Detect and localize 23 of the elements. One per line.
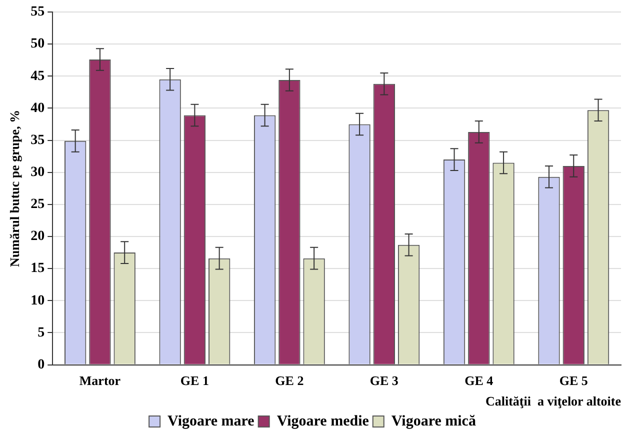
legend-label: Vigoare medie bbox=[276, 413, 370, 430]
y-tick-label: 35 bbox=[30, 132, 45, 148]
y-axis-title: Numărul butuc pe grupe, % bbox=[7, 110, 22, 267]
x-tick-label: GE 2 bbox=[275, 372, 304, 388]
x-tick-label: GE 5 bbox=[559, 372, 588, 388]
x-tick-label: GE 4 bbox=[464, 372, 494, 388]
x-axis-title: Calităţii a viţelor altoite bbox=[485, 394, 622, 409]
y-tick-label: 45 bbox=[30, 68, 45, 84]
legend-label: Vigoare mare bbox=[168, 413, 255, 430]
y-tick-label: 10 bbox=[30, 293, 45, 308]
x-tick-label: Martor bbox=[79, 372, 121, 388]
y-tick-label: 25 bbox=[30, 197, 45, 212]
y-tick-label: 55 bbox=[30, 4, 45, 20]
y-tick-label: 15 bbox=[30, 261, 45, 276]
y-tick-label: 0 bbox=[38, 357, 45, 372]
y-tick-label: 30 bbox=[30, 164, 45, 180]
y-tick-label: 50 bbox=[30, 36, 45, 52]
legend-label: Vigoare mică bbox=[391, 413, 476, 430]
x-tick-label: GE 3 bbox=[370, 372, 399, 388]
x-tick-label: GE 1 bbox=[180, 372, 209, 388]
y-tick-label: 5 bbox=[38, 325, 45, 340]
y-tick-label: 40 bbox=[30, 100, 45, 116]
y-tick-label: 20 bbox=[30, 229, 45, 244]
